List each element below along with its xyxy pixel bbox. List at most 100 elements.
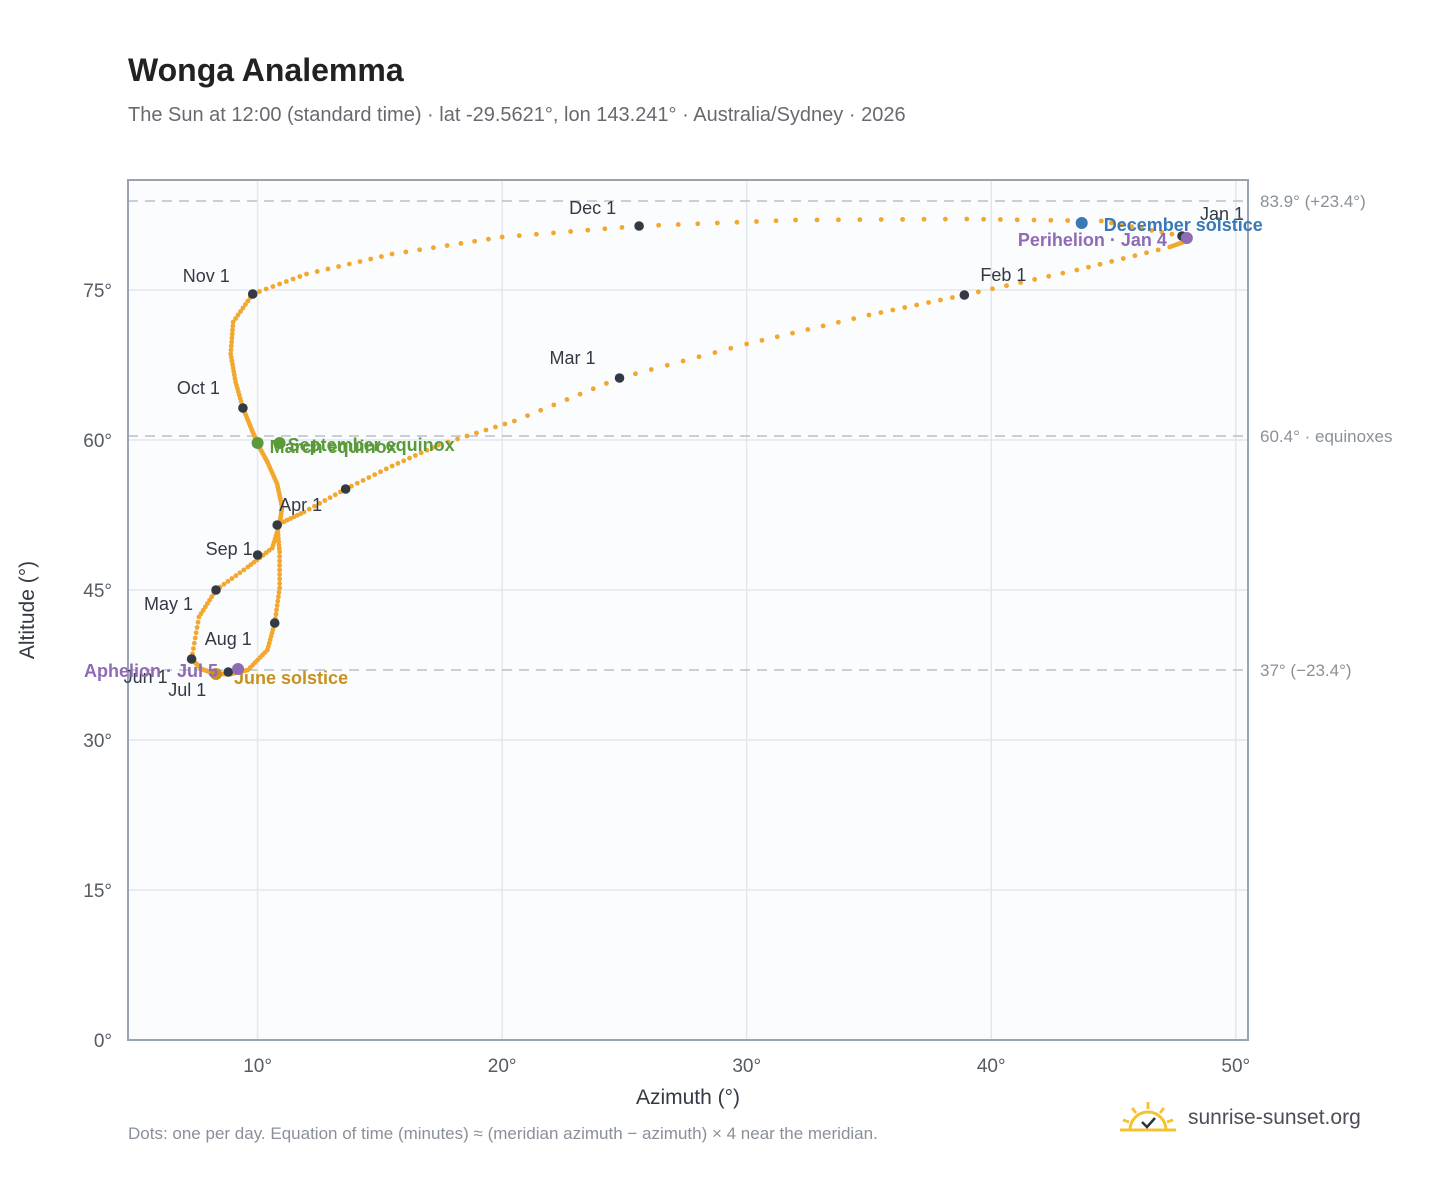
reference-line-label: 60.4° · equinoxes xyxy=(1260,427,1393,446)
daily-sun-dot xyxy=(357,259,363,264)
daily-sun-dot xyxy=(493,424,498,430)
daily-sun-dot xyxy=(975,289,981,295)
daily-sun-dot xyxy=(349,483,354,489)
daily-sun-dot xyxy=(325,266,331,272)
brand[interactable]: sunrise-sunset.org xyxy=(1120,1100,1361,1136)
daily-sun-dot xyxy=(603,380,609,386)
daily-sun-dot xyxy=(964,216,970,222)
daily-sun-dot xyxy=(857,217,863,223)
daily-sun-dot xyxy=(890,307,896,313)
daily-sun-dot xyxy=(499,234,505,240)
plot-area xyxy=(128,180,1248,1040)
footnote: Dots: one per day. Equation of time (min… xyxy=(128,1124,878,1143)
event-marker xyxy=(232,663,245,675)
daily-sun-dot xyxy=(990,286,995,292)
daily-sun-dot xyxy=(354,480,360,486)
daily-sun-dot xyxy=(1065,218,1071,223)
daily-sun-dot xyxy=(237,570,243,576)
daily-sun-dot xyxy=(714,220,720,226)
daily-sun-dot xyxy=(805,327,811,332)
daily-sun-dot xyxy=(403,249,409,255)
daily-sun-dot xyxy=(1139,226,1145,231)
daily-sun-dot xyxy=(277,581,283,586)
daily-sun-dot xyxy=(790,330,795,336)
month-marker xyxy=(614,373,625,383)
daily-sun-dot xyxy=(194,625,200,630)
event-marker xyxy=(210,668,223,680)
event-marker xyxy=(273,437,286,449)
daily-sun-dot xyxy=(417,247,423,253)
chart-title: Wonga Analemma xyxy=(128,52,404,88)
daily-sun-dot xyxy=(648,367,654,372)
daily-sun-dot xyxy=(511,418,517,424)
daily-sun-dot xyxy=(332,492,338,498)
daily-sun-dot xyxy=(242,302,248,307)
daily-sun-dot xyxy=(474,430,479,436)
daily-sun-dot xyxy=(229,331,235,337)
daily-sun-dot xyxy=(914,302,920,308)
sun-logo-icon xyxy=(1120,1102,1176,1132)
daily-sun-dot xyxy=(395,460,401,466)
daily-sun-dot xyxy=(538,407,544,413)
daily-sun-dot xyxy=(656,222,662,228)
month-marker xyxy=(252,550,263,560)
daily-sun-dot xyxy=(1018,280,1023,285)
daily-sun-dot xyxy=(275,598,281,604)
daily-sun-dot xyxy=(551,230,556,236)
daily-sun-dot xyxy=(290,276,296,282)
daily-sun-dot xyxy=(372,472,378,478)
daily-sun-dot xyxy=(564,397,570,402)
daily-sun-dot xyxy=(195,619,201,625)
daily-sun-dot xyxy=(444,243,450,248)
daily-sun-dot xyxy=(1159,229,1165,235)
daily-sun-dot xyxy=(695,221,701,227)
event-marker xyxy=(1075,217,1088,229)
month-marker xyxy=(272,520,282,530)
daily-sun-dot xyxy=(1149,227,1155,233)
daily-sun-dot xyxy=(436,442,441,448)
daily-sun-dot xyxy=(485,236,491,242)
daily-sun-dot xyxy=(360,477,366,483)
y-tick-label: 0° xyxy=(94,1031,112,1052)
daily-sun-dot xyxy=(1048,217,1054,223)
daily-sun-dot xyxy=(921,216,927,222)
daily-sun-dot xyxy=(191,646,196,651)
daily-sun-dot xyxy=(317,500,323,506)
daily-sun-dot xyxy=(1109,258,1115,264)
month-label: Oct 1 xyxy=(177,378,220,398)
daily-sun-dot xyxy=(866,312,872,318)
daily-sun-dot xyxy=(322,498,328,503)
y-axis-label: Altitude (°) xyxy=(16,561,39,659)
daily-sun-dot xyxy=(680,358,686,364)
daily-sun-dot xyxy=(942,216,948,222)
daily-sun-dot xyxy=(230,319,236,325)
event-label: Perihelion · Jan 4 xyxy=(1018,230,1167,250)
brand-name: sunrise-sunset.org xyxy=(1188,1106,1361,1129)
daily-sun-dot xyxy=(619,224,625,230)
daily-sun-dot xyxy=(312,503,317,509)
daily-sun-dot xyxy=(368,256,374,262)
daily-sun-dot xyxy=(1129,224,1134,230)
daily-sun-dot xyxy=(407,455,412,461)
month-label: Feb 1 xyxy=(980,265,1026,285)
x-tick-label: 40° xyxy=(977,1056,1006,1077)
event-label: Aphelion · Jul 5 xyxy=(84,661,218,681)
daily-sun-dot xyxy=(835,217,841,223)
daily-sun-dot xyxy=(664,362,670,368)
daily-sun-dot xyxy=(551,402,557,408)
daily-sun-dot xyxy=(229,339,235,345)
daily-sun-dot xyxy=(270,284,276,289)
event-label: December solstice xyxy=(1104,215,1263,235)
daily-sun-dot xyxy=(228,343,234,349)
daily-sun-dot xyxy=(793,217,798,223)
daily-sun-dot xyxy=(585,227,591,233)
daily-sun-dot xyxy=(336,264,342,269)
month-marker xyxy=(247,289,258,299)
daily-sun-dot xyxy=(734,219,740,225)
daily-sun-dot xyxy=(327,495,333,501)
month-marker xyxy=(223,667,234,677)
daily-sun-dot xyxy=(1132,253,1138,259)
event-marker xyxy=(1180,232,1193,244)
month-label: Nov 1 xyxy=(183,266,230,286)
month-label: Jan 1 xyxy=(1200,204,1244,224)
